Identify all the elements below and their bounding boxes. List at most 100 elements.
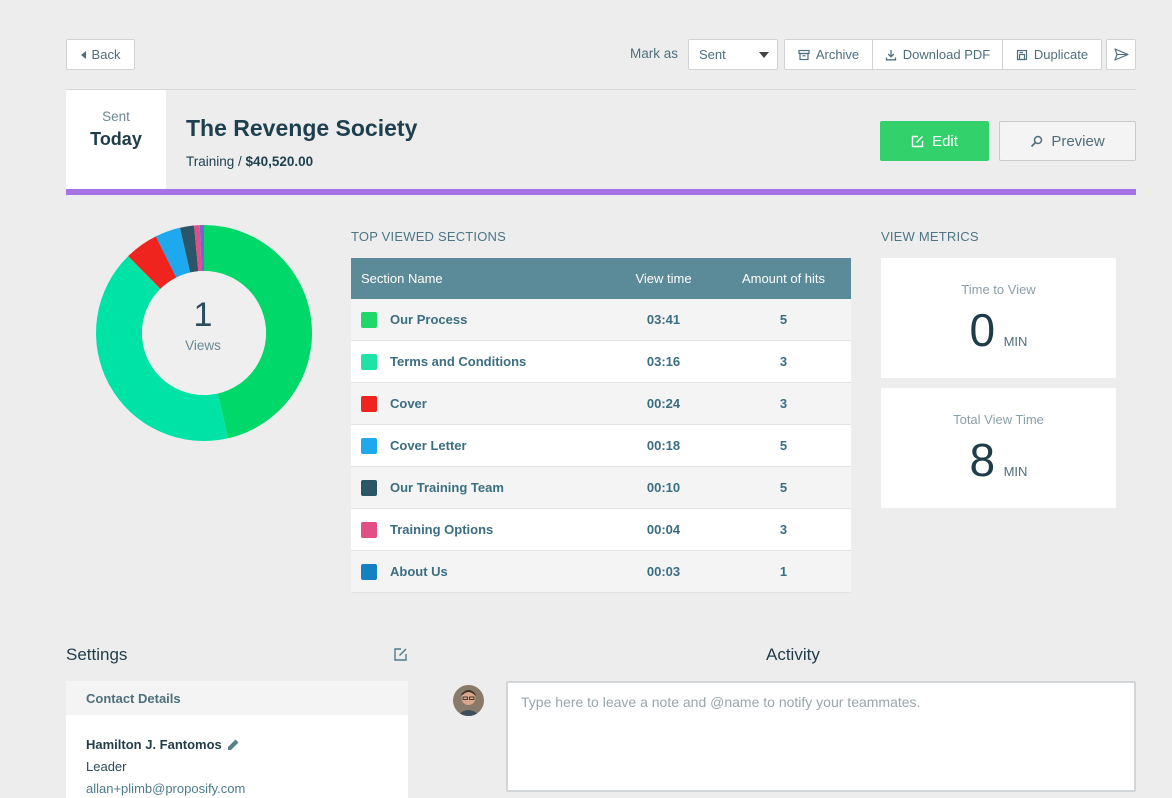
total-view-time-label: Total View Time xyxy=(953,412,1044,427)
table-row[interactable]: About Us 00:03 1 xyxy=(351,551,851,593)
proposal-subtitle: Training / $40,520.00 xyxy=(186,154,313,169)
section-name-cell: Our Training Team xyxy=(351,479,611,496)
hits-cell: 3 xyxy=(779,522,788,537)
proposal-category: Training / xyxy=(186,154,242,169)
settings-edit-icon[interactable] xyxy=(393,647,408,667)
send-icon xyxy=(1113,48,1129,61)
download-pdf-label: Download PDF xyxy=(902,47,991,62)
status-label: Sent xyxy=(102,109,130,124)
donut-center xyxy=(142,271,266,395)
archive-button[interactable]: Archive xyxy=(785,40,873,69)
section-color-swatch xyxy=(361,479,377,496)
section-color-swatch xyxy=(361,521,377,538)
sections-heading: TOP VIEWED SECTIONS xyxy=(351,229,507,244)
hits-cell: 5 xyxy=(779,438,788,453)
contact-details-heading: Contact Details xyxy=(66,681,408,715)
contact-email[interactable]: allan+plimb@proposify.com xyxy=(86,781,246,796)
hits-cell: 5 xyxy=(779,312,788,327)
contact-role: Leader xyxy=(86,759,127,774)
view-time-cell: 00:10 xyxy=(646,480,681,495)
view-time-cell: 00:03 xyxy=(646,564,681,579)
view-time-cell: 00:18 xyxy=(646,438,681,453)
table-row[interactable]: Our Training Team 00:10 5 xyxy=(351,467,851,509)
section-color-swatch xyxy=(361,311,377,328)
views-count: 1 xyxy=(193,296,213,334)
status-date: Today xyxy=(90,129,142,149)
chevron-left-icon xyxy=(80,50,86,59)
views-donut-chart xyxy=(95,225,313,441)
total-view-time-unit: MIN xyxy=(1003,464,1028,479)
section-name: Cover xyxy=(390,396,427,411)
donut-slice-cover-letter xyxy=(155,227,191,278)
section-name-cell: Training Options xyxy=(351,521,611,538)
edit-button[interactable]: Edit xyxy=(880,121,989,161)
donut-slice-about-us xyxy=(199,225,204,272)
status-select[interactable]: Sent xyxy=(688,39,778,70)
donut-slice-our-process xyxy=(204,225,313,439)
table-row[interactable]: Training Options 00:04 3 xyxy=(351,509,851,551)
donut-slice-our-training-team xyxy=(179,225,199,273)
time-to-view-label: Time to View xyxy=(961,282,1036,297)
table-header: Section Name View time Amount of hits xyxy=(351,258,851,299)
section-name: Our Process xyxy=(390,312,468,327)
status-select-value: Sent xyxy=(699,47,726,62)
hits-cell: 5 xyxy=(779,480,788,495)
section-color-swatch xyxy=(361,353,377,370)
archive-label: Archive xyxy=(815,47,860,62)
section-color-swatch xyxy=(361,563,377,580)
back-label: Back xyxy=(91,47,121,62)
back-button[interactable]: Back xyxy=(66,39,135,70)
preview-label: Preview xyxy=(1051,132,1105,150)
view-time-cell: 00:04 xyxy=(646,522,681,537)
send-button[interactable] xyxy=(1106,39,1136,70)
time-to-view-card: Time to View 0 MIN xyxy=(881,258,1116,378)
section-color-swatch xyxy=(361,437,377,454)
action-button-group: Archive Download PDF Duplicate xyxy=(784,39,1102,70)
activity-note-box xyxy=(506,681,1136,792)
preview-button[interactable]: Preview xyxy=(999,121,1136,161)
section-name: Training Options xyxy=(390,522,494,537)
settings-title: Settings xyxy=(66,645,128,664)
sections-table: Section Name View time Amount of hits Ou… xyxy=(351,258,851,593)
table-body: Our Process 03:41 5 Terms and Conditions 03:… xyxy=(351,299,851,593)
time-to-view-unit: MIN xyxy=(1003,334,1028,349)
activity-note-input[interactable] xyxy=(508,683,1134,790)
download-icon xyxy=(885,49,897,61)
view-time-cell: 03:16 xyxy=(646,354,681,369)
caret-down-icon xyxy=(759,51,769,58)
pencil-icon[interactable] xyxy=(226,738,240,752)
section-name-cell: Terms and Conditions xyxy=(351,353,611,370)
total-view-time-value: 8 xyxy=(969,434,996,486)
avatar xyxy=(453,685,484,716)
section-name-cell: Our Process xyxy=(351,311,611,328)
search-icon xyxy=(1030,135,1043,148)
time-to-view-value: 0 xyxy=(969,304,996,356)
table-row[interactable]: Cover 00:24 3 xyxy=(351,383,851,425)
section-name: Our Training Team xyxy=(390,480,504,495)
table-row[interactable]: Our Process 03:41 5 xyxy=(351,299,851,341)
duplicate-button[interactable]: Duplicate xyxy=(1003,40,1101,69)
table-row[interactable]: Cover Letter 00:18 5 xyxy=(351,425,851,467)
total-view-time-card: Total View Time 8 MIN xyxy=(881,388,1116,508)
metrics-heading: VIEW METRICS xyxy=(881,229,979,244)
column-header-hits: Amount of hits xyxy=(741,271,826,286)
section-name-cell: About Us xyxy=(351,563,611,580)
table-row[interactable]: Terms and Conditions 03:16 3 xyxy=(351,341,851,383)
accent-bar xyxy=(66,189,1136,195)
column-header-view-time: View time xyxy=(635,271,692,286)
hits-cell: 3 xyxy=(779,354,788,369)
status-box: Sent Today xyxy=(66,90,166,190)
edit-icon xyxy=(911,135,924,148)
section-color-swatch xyxy=(361,395,377,412)
view-time-cell: 00:24 xyxy=(646,396,681,411)
section-name: Cover Letter xyxy=(390,438,467,453)
download-pdf-button[interactable]: Download PDF xyxy=(873,40,1003,69)
duplicate-label: Duplicate xyxy=(1033,47,1089,62)
contact-details-card: Hamilton J. Fantomos Leader allan+plimb@… xyxy=(66,715,408,798)
proposal-amount: $40,520.00 xyxy=(245,154,314,169)
activity-title: Activity xyxy=(766,645,820,664)
view-time-cell: 03:41 xyxy=(646,312,681,327)
archive-icon xyxy=(798,49,810,61)
contact-name-row: Hamilton J. Fantomos xyxy=(86,737,408,752)
edit-label: Edit xyxy=(932,132,958,150)
